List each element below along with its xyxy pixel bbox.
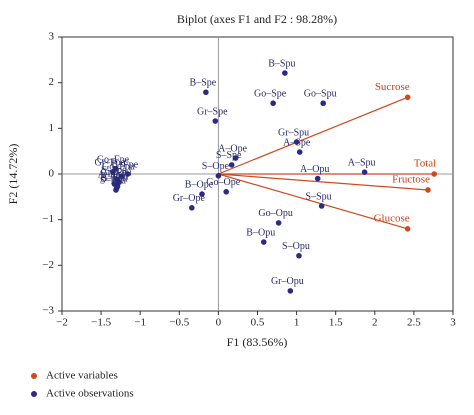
y-tick-label: −2 <box>42 259 54 271</box>
point <box>404 226 411 232</box>
x-tick-label: 2 <box>372 317 378 329</box>
y-tick-label: −3 <box>42 305 54 317</box>
point-label: S–Fpu <box>100 175 126 186</box>
y-tick-label: 3 <box>49 31 55 43</box>
x-tick-label: −1 <box>134 317 146 329</box>
point-label: Gr–Opu <box>271 276 304 287</box>
point <box>189 204 195 211</box>
x-tick-label: −0.5 <box>169 317 189 329</box>
x-tick-label: 3 <box>450 317 456 329</box>
point-label: S–Spe <box>216 150 242 161</box>
point <box>282 70 288 76</box>
point <box>228 162 235 168</box>
legend-label: Active variables <box>46 370 118 382</box>
point-label: Gr–Ope <box>173 193 206 204</box>
point <box>361 169 368 175</box>
point <box>318 203 325 209</box>
legend-label: Active observations <box>46 388 134 400</box>
point-label: Go–Fpu <box>102 162 135 173</box>
point <box>275 220 282 226</box>
point <box>203 89 209 96</box>
variable-label: Total <box>414 158 436 170</box>
point-label: Gr–Spe <box>197 106 228 117</box>
chart-title: Biplot (axes F1 and F2 : 98.28%) <box>177 12 337 26</box>
point-label: A–Ope <box>218 143 247 154</box>
point <box>296 252 302 259</box>
x-tick-label: 0 <box>216 317 222 329</box>
point <box>270 100 276 107</box>
point <box>215 173 222 179</box>
point-label: S–Opu <box>282 241 310 252</box>
x-tick-label: 1 <box>294 317 300 329</box>
point <box>293 139 300 145</box>
point <box>199 191 205 197</box>
vector <box>218 173 429 191</box>
x-tick-label: 0.5 <box>251 317 265 329</box>
y-tick-label: −1 <box>42 213 54 225</box>
variable-label: Sucrose <box>375 81 410 93</box>
point <box>118 173 125 180</box>
point-label: A–Spu <box>348 157 376 168</box>
point <box>404 94 411 101</box>
point-label: Go–Fpe <box>97 154 130 165</box>
variable-label: Fructose <box>392 174 430 186</box>
point-label: S–Ope <box>202 161 230 172</box>
point <box>223 189 230 195</box>
point-label: Go–Spu <box>304 89 337 100</box>
variable-label: Glucose <box>374 212 410 224</box>
point-label: B–Fpu <box>100 173 127 184</box>
point-label: Gr–Fpe <box>95 157 126 168</box>
point-label: Go–Opu <box>258 208 292 219</box>
y-tick-label: 2 <box>49 76 55 88</box>
x-tick-label: 2.5 <box>407 317 421 329</box>
y-axis-label: F2 (14.72%) <box>6 144 20 205</box>
point <box>296 149 303 155</box>
point <box>212 118 219 124</box>
vector <box>218 173 408 230</box>
point <box>314 175 321 182</box>
point-label: Gr–Spu <box>278 127 309 138</box>
point-label: Go–Spe <box>254 89 287 100</box>
legend-marker <box>31 373 37 379</box>
point-label: B–Opu <box>246 227 275 238</box>
x-tick-label: 1.5 <box>329 317 343 329</box>
point-label: Gr–Fpu <box>101 168 132 179</box>
x-axis-label: F1 (83.56%) <box>227 335 288 349</box>
point-label: A–Fpu <box>101 172 129 183</box>
point-label: B–Fpe <box>111 159 138 170</box>
vector <box>218 96 408 175</box>
point <box>110 169 116 175</box>
point-label: B–Spe <box>190 78 217 89</box>
point <box>124 171 131 177</box>
point <box>320 100 326 107</box>
x-tick-label: −1.5 <box>91 317 111 329</box>
point-label: A–Fpe <box>98 169 126 180</box>
x-tick-label: −2 <box>56 317 68 329</box>
point <box>431 171 438 177</box>
legend-marker <box>31 391 37 397</box>
point <box>113 187 119 193</box>
point <box>232 155 239 161</box>
point-label: Go–Ope <box>206 177 240 188</box>
point <box>425 187 431 193</box>
point <box>287 288 294 294</box>
point-label: B–Spu <box>268 58 295 69</box>
point-label: A–Opu <box>300 164 329 175</box>
point-label: S–Fpe <box>101 165 127 176</box>
point-label: S–Spu <box>306 191 332 202</box>
point-label: B–Ope <box>185 179 214 190</box>
y-tick-label: 0 <box>49 168 55 180</box>
y-tick-label: 1 <box>49 122 55 134</box>
point <box>260 239 267 245</box>
